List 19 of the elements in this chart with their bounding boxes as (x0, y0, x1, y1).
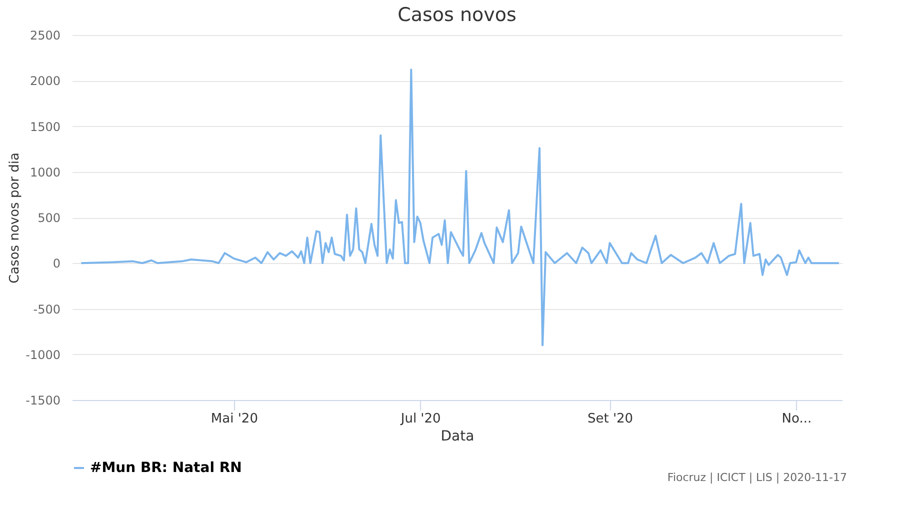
y-tick-label: -1000 (26, 348, 60, 362)
x-tick-label: Mai '20 (210, 412, 258, 426)
y-tick-label: -1500 (26, 394, 60, 408)
y-tick-label: 1000 (30, 165, 60, 180)
x-tick-label: No... (782, 412, 812, 426)
y-tick-label: 0 (52, 256, 60, 271)
x-tick-label: Jul '20 (400, 412, 441, 426)
legend-label: #Mun BR: Natal RN (90, 460, 242, 476)
y-axis-title: Casos novos por dia (8, 152, 23, 284)
y-tick-label: 1500 (30, 120, 60, 134)
y-tick-label: 2500 (30, 28, 60, 42)
x-axis-title: Data (440, 428, 474, 444)
y-tick-label: 2000 (30, 74, 60, 88)
y-tick-label: -500 (33, 302, 60, 316)
text: Fiocruz | ICICT | LIS | 2020-11-17 (667, 471, 847, 484)
x-tick-label: Set '20 (587, 412, 634, 426)
line-series (80, 68, 840, 346)
chart-title: Casos novos (398, 4, 516, 26)
y-tick-label: 500 (38, 211, 60, 225)
